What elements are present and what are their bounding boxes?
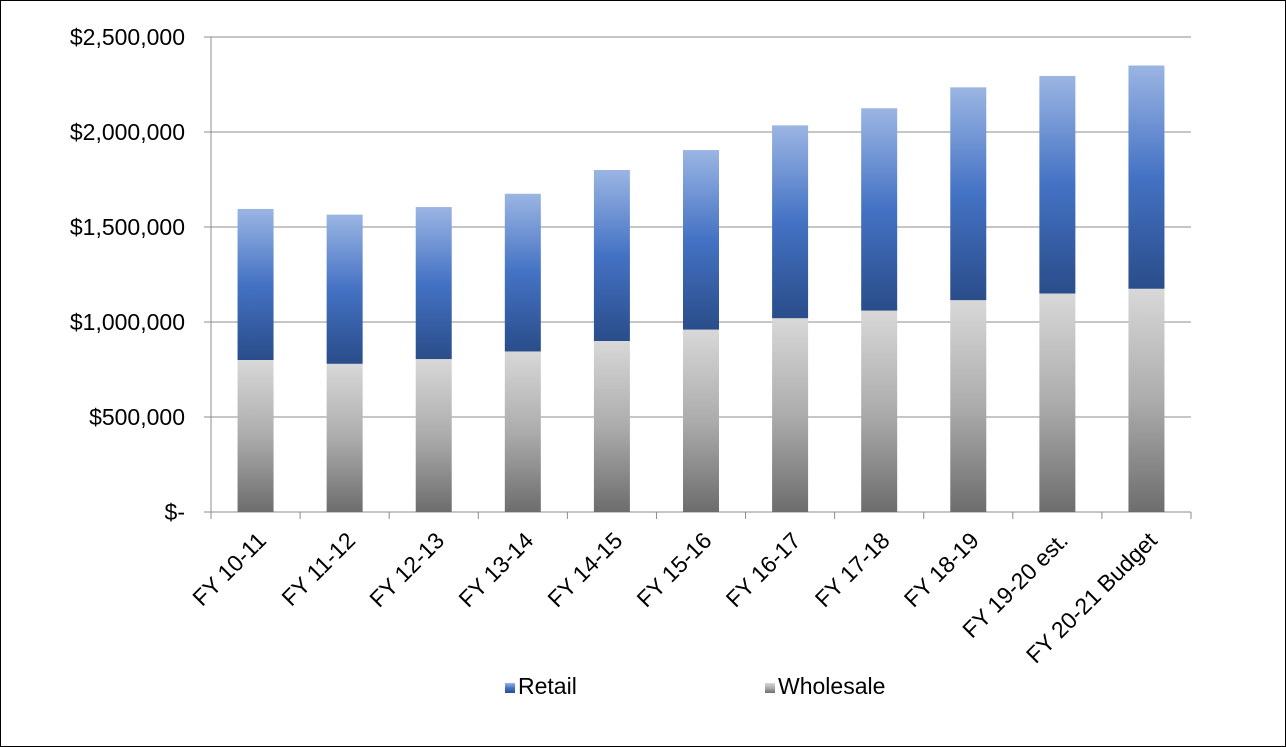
x-tick-label: FY 16-17: [721, 527, 806, 612]
legend-swatch-wholesale: [765, 683, 775, 693]
bar-wholesale-fy-13-14: [504, 351, 541, 512]
bars: [237, 65, 1165, 512]
bar-retail-fy-16-17: [772, 125, 809, 319]
bar-wholesale-fy-14-15: [593, 341, 630, 512]
bar-retail-fy-19-20-est: [1039, 75, 1076, 294]
x-tick-label: FY 10-11: [187, 527, 271, 611]
bar-retail-fy-17-18: [861, 108, 898, 311]
y-tick-label: $500,000: [89, 404, 185, 430]
legend-label-wholesale: Wholesale: [778, 673, 885, 699]
bar-wholesale-fy-19-20-est: [1039, 293, 1076, 512]
x-tick-label: FY 13-14: [453, 527, 538, 612]
legend: Retail Wholesale: [505, 673, 885, 699]
x-tick-label: FY 14-15: [542, 527, 627, 612]
bar-retail-fy-11-12: [326, 214, 363, 364]
y-tick-labels: $- $500,000 $1,000,000 $1,500,000 $2,000,000…: [70, 24, 185, 525]
bar-retail-fy-14-15: [593, 170, 630, 341]
y-tick-label: $1,000,000: [70, 309, 185, 335]
bar-retail-fy-10-11: [237, 208, 274, 360]
y-tick-label: $2,500,000: [70, 24, 185, 50]
y-tick-label: $1,500,000: [70, 214, 185, 240]
x-tick-label: FY 12-13: [364, 527, 449, 612]
x-tick-label: FY 18-19: [899, 527, 984, 612]
bar-wholesale-fy-10-11: [237, 360, 274, 512]
bar-retail-fy-15-16: [683, 150, 719, 330]
x-tick-label: FY 17-18: [810, 527, 895, 612]
y-tick-label: $2,000,000: [70, 119, 185, 145]
legend-label-retail: Retail: [518, 673, 577, 699]
bar-wholesale-fy-11-12: [326, 363, 363, 512]
x-tick-label: FY 11-12: [276, 527, 360, 611]
bar-retail-fy-18-19: [950, 87, 987, 301]
x-tick-labels: FY 10-11 FY 11-12 FY 12-13 FY 13-14 FY 14-15…: [187, 527, 1162, 668]
bar-retail-fy-20-21-budget: [1128, 65, 1165, 289]
bar-wholesale-fy-18-19: [950, 300, 987, 512]
bar-retail-fy-12-13: [415, 207, 452, 360]
bar-wholesale-fy-15-16: [683, 329, 719, 512]
y-tick-label: $-: [165, 499, 185, 525]
bar-wholesale-fy-17-18: [861, 310, 898, 512]
bar-wholesale-fy-12-13: [415, 359, 452, 512]
bar-wholesale-fy-16-17: [772, 318, 809, 512]
legend-swatch-retail: [505, 683, 515, 693]
x-tick-label: FY 15-16: [632, 527, 717, 612]
bar-wholesale-fy-20-21-budget: [1128, 288, 1165, 512]
bar-retail-fy-13-14: [504, 193, 541, 352]
